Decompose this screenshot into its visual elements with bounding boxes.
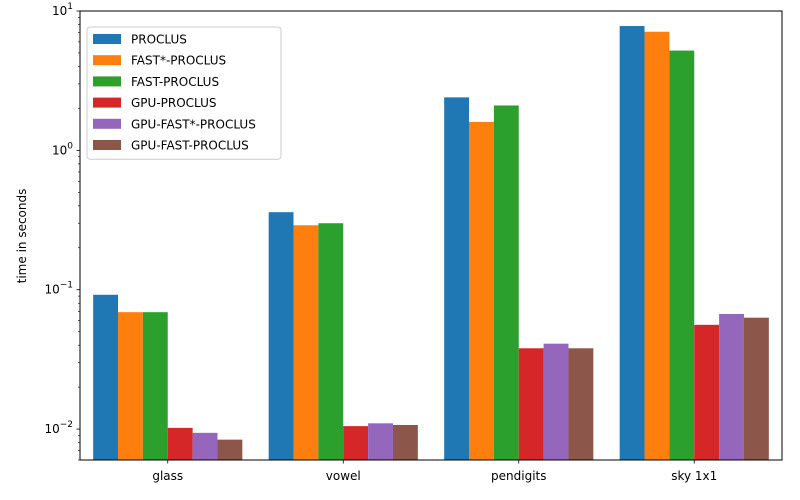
bar-gpu-fast-proclus-1 (392, 424, 418, 460)
legend-swatch (93, 34, 121, 44)
bar-gpu-fast-proclus-3 (743, 317, 769, 460)
bar-fast-proclus-1 (293, 225, 319, 460)
bar-gpu-fast-proclus-3 (719, 313, 744, 460)
x-tick-label: vowel (326, 469, 361, 483)
bar-gpu-proclus-3 (694, 324, 720, 460)
bar-gpu-fast-proclus-2 (543, 343, 569, 460)
bar-proclus-0 (93, 294, 119, 460)
legend-label: FAST-PROCLUS (131, 75, 219, 89)
legend-label: FAST*-PROCLUS (131, 54, 226, 68)
x-axis-ticks: glass vowel pendigits sky 1x1 (152, 460, 717, 483)
bar-gpu-fast-proclus-2 (568, 348, 594, 460)
y-axis-label: time in seconds (15, 189, 29, 284)
legend-label: GPU-FAST-PROCLUS (131, 139, 249, 153)
x-tick-label: sky 1x1 (671, 469, 717, 483)
legend-swatch (93, 140, 121, 150)
bar-proclus-3 (619, 26, 645, 460)
bar-gpu-proclus-1 (343, 426, 369, 460)
y-tick-label: 10−2 (44, 420, 73, 436)
y-axis-ticks: 10−2 10−1 100 101 (44, 2, 80, 461)
legend-label: GPU-FAST*-PROCLUS (131, 117, 256, 131)
bar-fast-proclus-2 (469, 121, 494, 460)
bar-gpu-fast-proclus-0 (217, 439, 243, 460)
axes-frame (79, 10, 783, 461)
bar-proclus-2 (444, 97, 470, 461)
bar-gpu-proclus-2 (518, 348, 544, 460)
bar-fast-proclus-1 (318, 223, 344, 460)
bar-gpu-fast-proclus-1 (368, 423, 393, 460)
bar-gpu-proclus-0 (167, 427, 193, 460)
bar-fast-proclus-0 (142, 312, 168, 460)
legend-label: GPU-PROCLUS (131, 96, 217, 110)
legend-swatch (93, 118, 121, 129)
bar-proclus-1 (268, 212, 294, 460)
bar-fast-proclus-2 (493, 105, 519, 461)
legend-swatch (93, 97, 121, 108)
bar-fast-proclus-0 (118, 312, 143, 460)
legend: PROCLUS FAST*-PROCLUS FAST-PROCLUS GPU-PROC… (86, 26, 282, 160)
legend-swatch (93, 55, 121, 66)
x-tick-label: pendigits (491, 469, 546, 483)
legend-label: PROCLUS (131, 33, 187, 47)
y-tick-label: 10−1 (44, 281, 73, 297)
legend-frame (86, 26, 282, 160)
bar-fast-proclus-3 (669, 50, 695, 460)
legend-swatch (93, 76, 121, 87)
y-tick-label: 100 (52, 141, 73, 157)
bar-fast-proclus-3 (644, 31, 670, 460)
bar-gpu-fast-proclus-0 (192, 432, 218, 460)
x-tick-label: glass (152, 469, 183, 483)
y-tick-label: 101 (52, 2, 73, 18)
bars-layer (93, 26, 769, 461)
